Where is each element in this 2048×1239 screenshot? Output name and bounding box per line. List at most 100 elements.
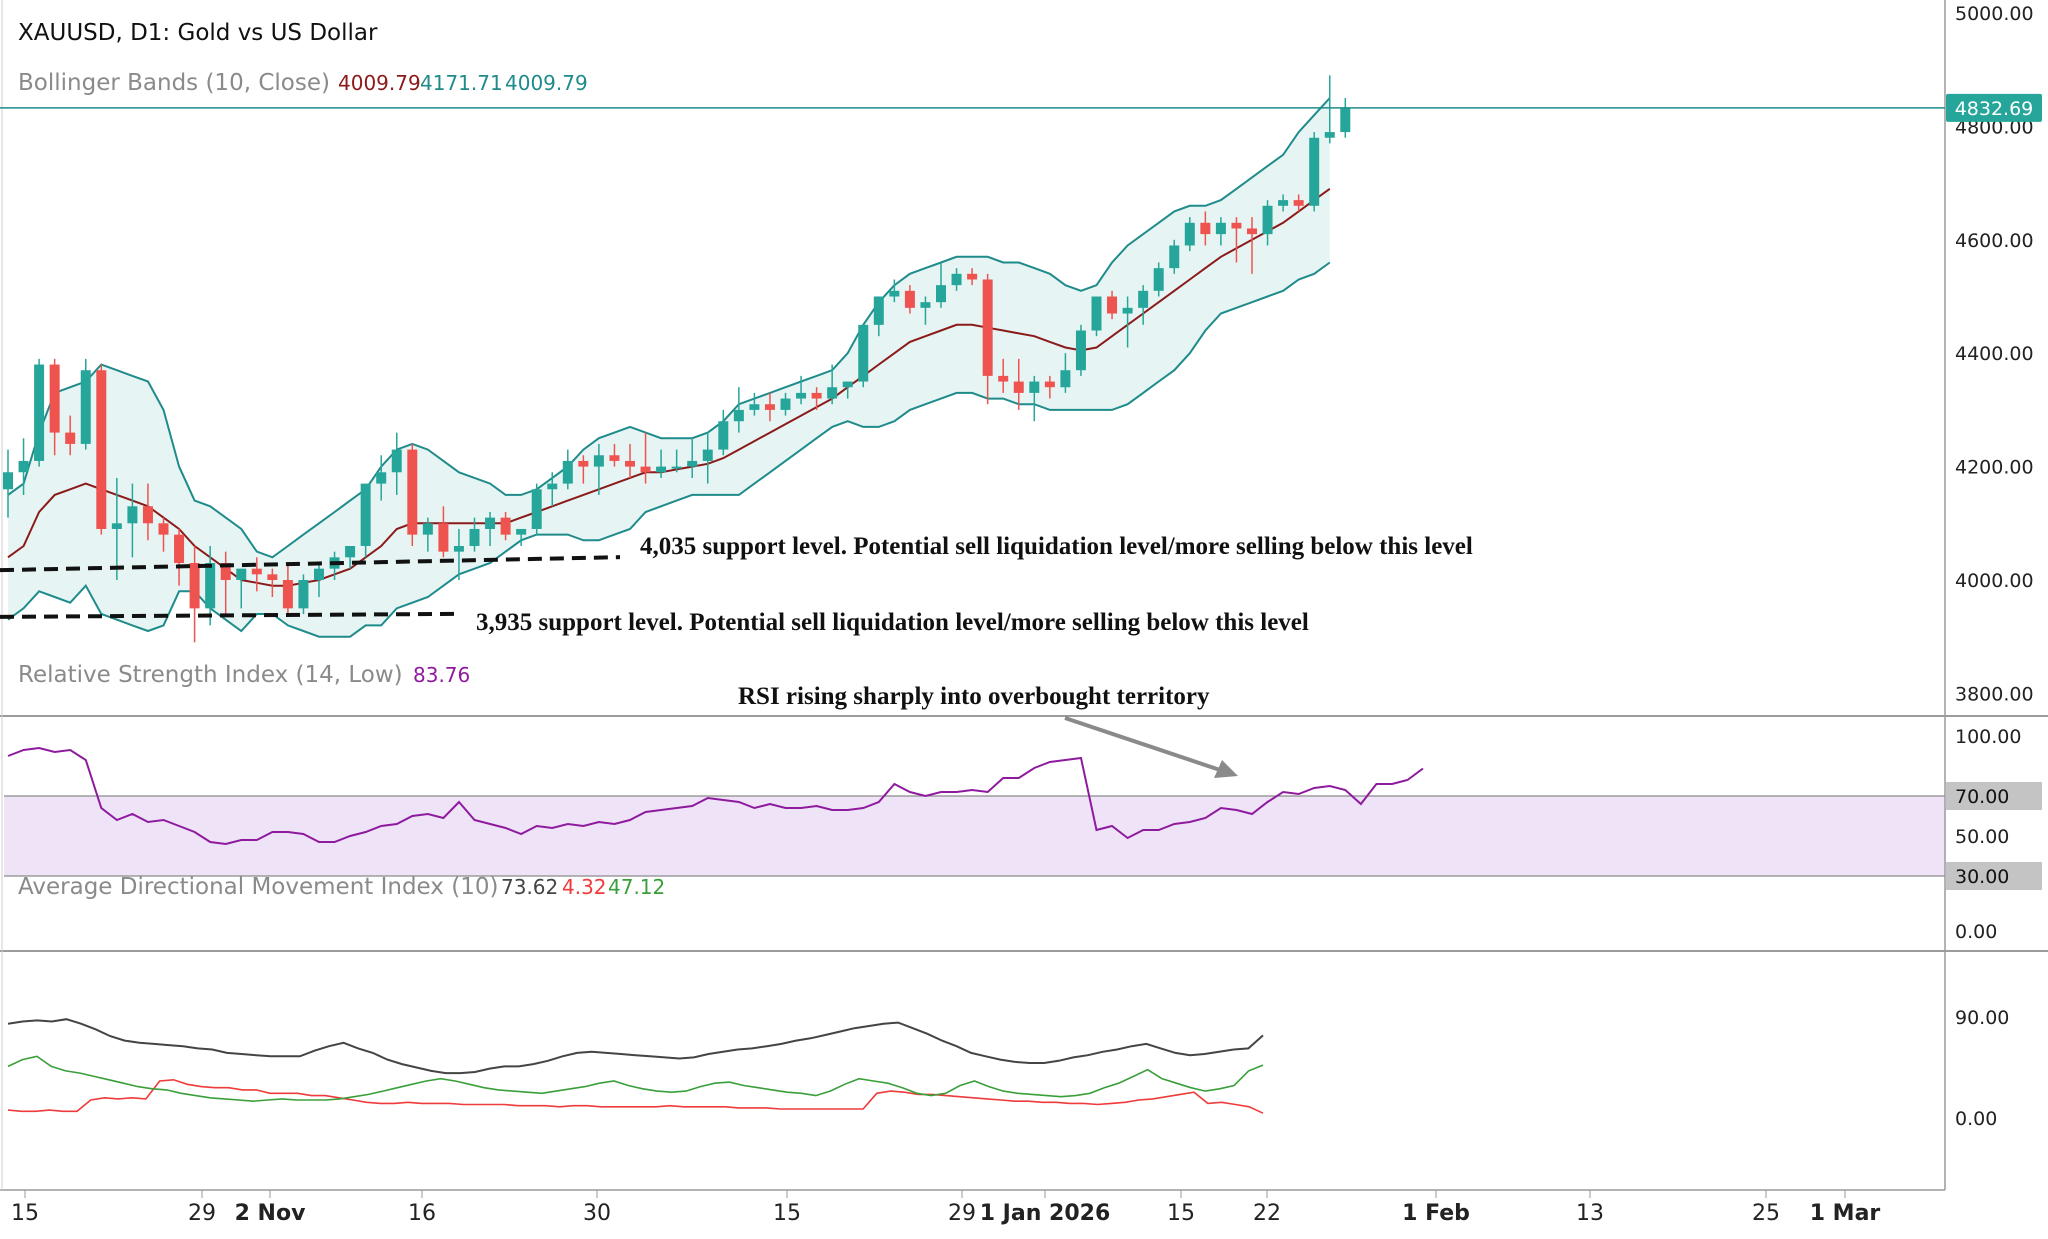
candle-body: [236, 568, 247, 580]
support-4035-annotation: 4,035 support level. Potential sell liqu…: [640, 533, 1473, 560]
candle: [1107, 290, 1118, 320]
candle-body: [1184, 222, 1195, 246]
rsi-value: 83.76: [413, 663, 470, 687]
price-tick-label: 4400.00: [1955, 343, 2034, 365]
candlesticks: [3, 75, 1351, 643]
candle: [920, 296, 931, 325]
candle-body: [749, 404, 760, 410]
candle-body: [578, 460, 589, 467]
adx-tick-label: 90.00: [1955, 1007, 2009, 1029]
candle: [1075, 324, 1086, 376]
candle-body: [1215, 222, 1226, 235]
candle: [96, 364, 107, 535]
candle-body: [1013, 381, 1024, 393]
candle-body: [96, 370, 107, 529]
candle-body: [764, 404, 775, 410]
candle: [236, 568, 247, 609]
candle-body: [796, 392, 807, 399]
time-tick-label: 13: [1576, 1201, 1604, 1226]
support-line-3935[interactable]: [0, 611, 463, 619]
rsi-tick-label: 70.00: [1955, 786, 2009, 808]
candle: [609, 443, 620, 467]
candle-body: [733, 409, 744, 422]
last-price-label: 4832.69: [1955, 98, 2034, 120]
candle-body: [516, 528, 527, 535]
candle: [889, 279, 900, 303]
candle-body: [1278, 200, 1289, 206]
rsi-annotation-arrowhead: [1214, 760, 1238, 778]
candle: [1324, 75, 1335, 144]
candle-body: [111, 523, 122, 529]
candle: [267, 568, 278, 598]
candle-body: [1107, 296, 1118, 314]
candle-body: [1044, 381, 1055, 388]
candle: [189, 545, 200, 643]
candle-body: [1122, 307, 1133, 314]
candle: [702, 432, 713, 484]
candle: [314, 562, 324, 598]
support-line-4035[interactable]: [0, 555, 621, 573]
bb-mid-value: 4009.79: [338, 71, 421, 95]
candle-body: [1169, 245, 1180, 269]
candle-body: [889, 290, 900, 297]
candle: [516, 528, 527, 546]
candle-body: [1340, 107, 1351, 133]
candle-body: [687, 460, 698, 467]
candle-body: [407, 449, 418, 535]
candle: [3, 449, 13, 518]
candle: [485, 511, 496, 546]
support-3935-annotation: 3,935 support level. Potential sell liqu…: [476, 609, 1309, 636]
candle-body: [1075, 330, 1086, 371]
candle: [49, 358, 60, 456]
candle: [1278, 194, 1289, 212]
bb-indicator-name[interactable]: Bollinger Bands (10, Close): [18, 70, 330, 96]
candle-body: [360, 483, 371, 546]
candle-body: [469, 528, 480, 546]
candle: [1247, 217, 1257, 274]
candle: [982, 273, 993, 405]
candle: [827, 364, 838, 405]
candle: [438, 506, 449, 558]
candle: [796, 375, 807, 405]
candle-body: [3, 472, 13, 490]
candle: [904, 285, 915, 314]
candle: [656, 449, 667, 478]
candle: [1153, 262, 1164, 297]
candle: [111, 477, 122, 580]
candle-body: [267, 574, 278, 580]
candle: [422, 517, 433, 552]
candle: [1169, 239, 1180, 274]
candle-body: [422, 523, 433, 535]
candle-body: [251, 568, 262, 575]
symbol-title[interactable]: XAUUSD, D1: Gold vs US Dollar: [18, 20, 378, 46]
time-tick-label: 29: [948, 1201, 976, 1226]
candle-body: [531, 489, 542, 529]
candle-body: [718, 421, 729, 450]
candle-body: [174, 534, 185, 563]
candle: [1029, 375, 1040, 422]
candle: [718, 409, 729, 456]
adx-indicator-name[interactable]: Average Directional Movement Index (10): [18, 874, 498, 900]
time-tick-label: 1 Mar: [1810, 1201, 1881, 1226]
candle-body: [1309, 137, 1320, 206]
bb-lower-value: 4009.79: [505, 71, 588, 95]
rsi-tick-label: 0.00: [1955, 921, 1997, 943]
candle-body: [702, 449, 713, 461]
candle: [749, 392, 760, 416]
candle: [220, 551, 231, 615]
candle-body: [1138, 290, 1149, 308]
candle-body: [376, 472, 387, 484]
candle-body: [49, 364, 60, 433]
rsi-indicator-name[interactable]: Relative Strength Index (14, Low): [18, 662, 403, 688]
candle: [811, 387, 822, 410]
time-tick-label: 2 Nov: [235, 1201, 306, 1226]
candle: [780, 392, 791, 416]
candle: [65, 415, 76, 456]
candle-body: [220, 562, 231, 580]
time-tick-label: 29: [188, 1201, 216, 1226]
candle: [345, 545, 356, 569]
candle: [1013, 358, 1024, 410]
candle-body: [438, 523, 449, 552]
candle: [1184, 217, 1195, 252]
